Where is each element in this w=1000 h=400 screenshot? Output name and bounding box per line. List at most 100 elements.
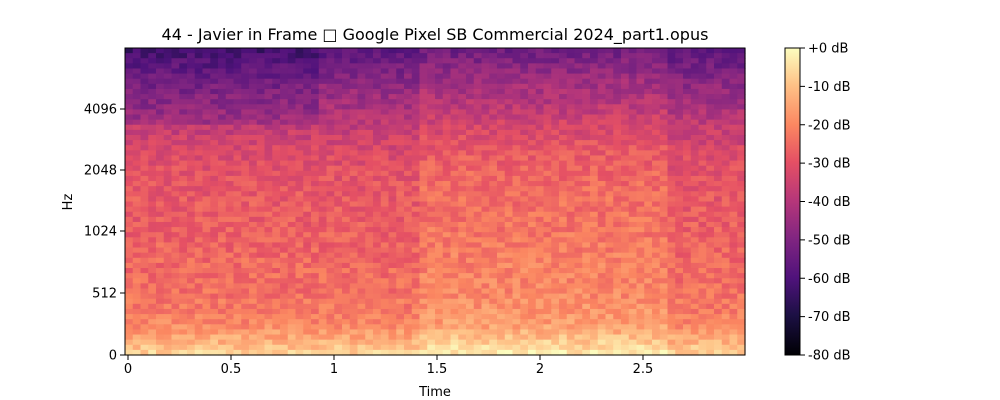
spectrogram-cell xyxy=(419,129,428,136)
spectrogram-cell xyxy=(210,68,219,75)
spectrogram-cell xyxy=(675,247,684,254)
spectrogram-cell xyxy=(683,94,692,100)
spectrogram-cell xyxy=(590,104,599,110)
spectrogram-cell xyxy=(233,324,242,331)
spectrogram-cell xyxy=(497,99,506,105)
spectrogram-cell xyxy=(667,186,676,192)
y-tick-label: 512 xyxy=(92,287,117,302)
spectrogram-cell xyxy=(551,211,560,218)
spectrogram-cell xyxy=(241,181,250,187)
spectrogram-cell xyxy=(342,344,351,351)
spectrogram-cell xyxy=(613,196,622,203)
spectrogram-cell xyxy=(489,78,498,85)
spectrogram-cell xyxy=(458,283,467,290)
spectrogram-cell xyxy=(148,196,157,203)
spectrogram-cell xyxy=(644,134,653,141)
spectrogram-cell xyxy=(225,181,235,187)
spectrogram-cell xyxy=(721,63,731,70)
spectrogram-cell xyxy=(667,58,676,64)
spectrogram-cell xyxy=(365,237,374,244)
spectrogram-cell xyxy=(187,150,196,157)
spectrogram-cell xyxy=(504,324,514,331)
spectrogram-cell xyxy=(419,201,428,208)
spectrogram-cell xyxy=(559,88,568,95)
spectrogram-cell xyxy=(497,124,506,131)
spectrogram-cell xyxy=(419,303,428,310)
spectrogram-cell xyxy=(218,314,227,320)
spectrogram-cell xyxy=(380,278,390,284)
spectrogram-cell xyxy=(326,237,335,244)
spectrogram-cell xyxy=(590,155,599,162)
spectrogram-cell xyxy=(435,221,444,228)
spectrogram-cell xyxy=(466,140,475,146)
spectrogram-cell xyxy=(365,252,374,259)
spectrogram-cell xyxy=(690,191,700,197)
spectrogram-cell xyxy=(497,349,506,356)
spectrogram-cell xyxy=(566,206,576,213)
spectrogram-cell xyxy=(132,278,142,284)
spectrogram-cell xyxy=(737,319,746,325)
spectrogram-cell xyxy=(644,252,653,259)
spectrogram-cell xyxy=(256,134,266,141)
spectrogram-cell xyxy=(721,119,731,126)
spectrogram-cell xyxy=(396,129,405,136)
spectrogram-cell xyxy=(148,257,157,264)
spectrogram-cell xyxy=(683,293,692,300)
spectrogram-cell xyxy=(528,324,537,331)
spectrogram-cell xyxy=(280,48,289,54)
spectrogram-cell xyxy=(419,170,428,177)
spectrogram-cell xyxy=(535,262,545,269)
spectrogram-cell xyxy=(256,124,266,131)
spectrogram-cell xyxy=(225,145,235,151)
spectrogram-cell xyxy=(125,252,134,259)
spectrogram-cell xyxy=(605,196,614,203)
spectrogram-cell xyxy=(357,48,366,54)
spectrogram-cell xyxy=(729,191,738,197)
spectrogram-cell xyxy=(543,273,552,279)
spectrogram-cell xyxy=(683,221,692,228)
spectrogram-cell xyxy=(249,160,258,167)
spectrogram-cell xyxy=(605,145,614,151)
spectrogram-cell xyxy=(535,94,545,100)
spectrogram-cell xyxy=(210,129,219,136)
spectrogram-cell xyxy=(171,293,180,300)
spectrogram-cell xyxy=(698,99,707,105)
spectrogram-cell xyxy=(303,314,312,320)
spectrogram-cell xyxy=(388,308,397,315)
spectrogram-cell xyxy=(249,329,258,336)
spectrogram-cell xyxy=(295,349,304,356)
spectrogram-cell xyxy=(737,165,746,172)
spectrogram-cell xyxy=(535,191,545,197)
spectrogram-cell xyxy=(667,196,676,203)
spectrogram-cell xyxy=(156,247,165,254)
spectrogram-cell xyxy=(218,293,227,300)
spectrogram-cell xyxy=(667,211,676,218)
spectrogram-cell xyxy=(225,334,235,341)
spectrogram-cell xyxy=(473,191,483,197)
spectrogram-cell xyxy=(194,232,204,238)
spectrogram-cell xyxy=(187,319,196,325)
spectrogram-cell xyxy=(171,344,180,351)
spectrogram-cell xyxy=(582,196,591,203)
spectrogram-cell xyxy=(582,53,591,59)
spectrogram-cell xyxy=(566,344,576,351)
spectrogram-cell xyxy=(132,145,142,151)
spectrogram-cell xyxy=(148,63,157,70)
spectrogram-cell xyxy=(721,344,731,351)
spectrogram-cell xyxy=(473,293,483,300)
spectrogram-cell xyxy=(396,268,405,274)
spectrogram-cell xyxy=(311,196,320,203)
spectrogram-cell xyxy=(349,63,359,70)
spectrogram-cell xyxy=(249,58,258,64)
spectrogram-cell xyxy=(295,155,304,162)
spectrogram-cell xyxy=(520,119,529,126)
spectrogram-cell xyxy=(264,334,273,341)
spectrogram-cell xyxy=(125,165,134,172)
spectrogram-cell xyxy=(714,140,723,146)
spectrogram-cell xyxy=(179,160,188,167)
spectrogram-cell xyxy=(698,268,707,274)
spectrogram-cell xyxy=(411,99,421,105)
spectrogram-cell xyxy=(566,58,576,64)
spectrogram-cell xyxy=(148,319,157,325)
spectrogram-cell xyxy=(140,119,149,126)
